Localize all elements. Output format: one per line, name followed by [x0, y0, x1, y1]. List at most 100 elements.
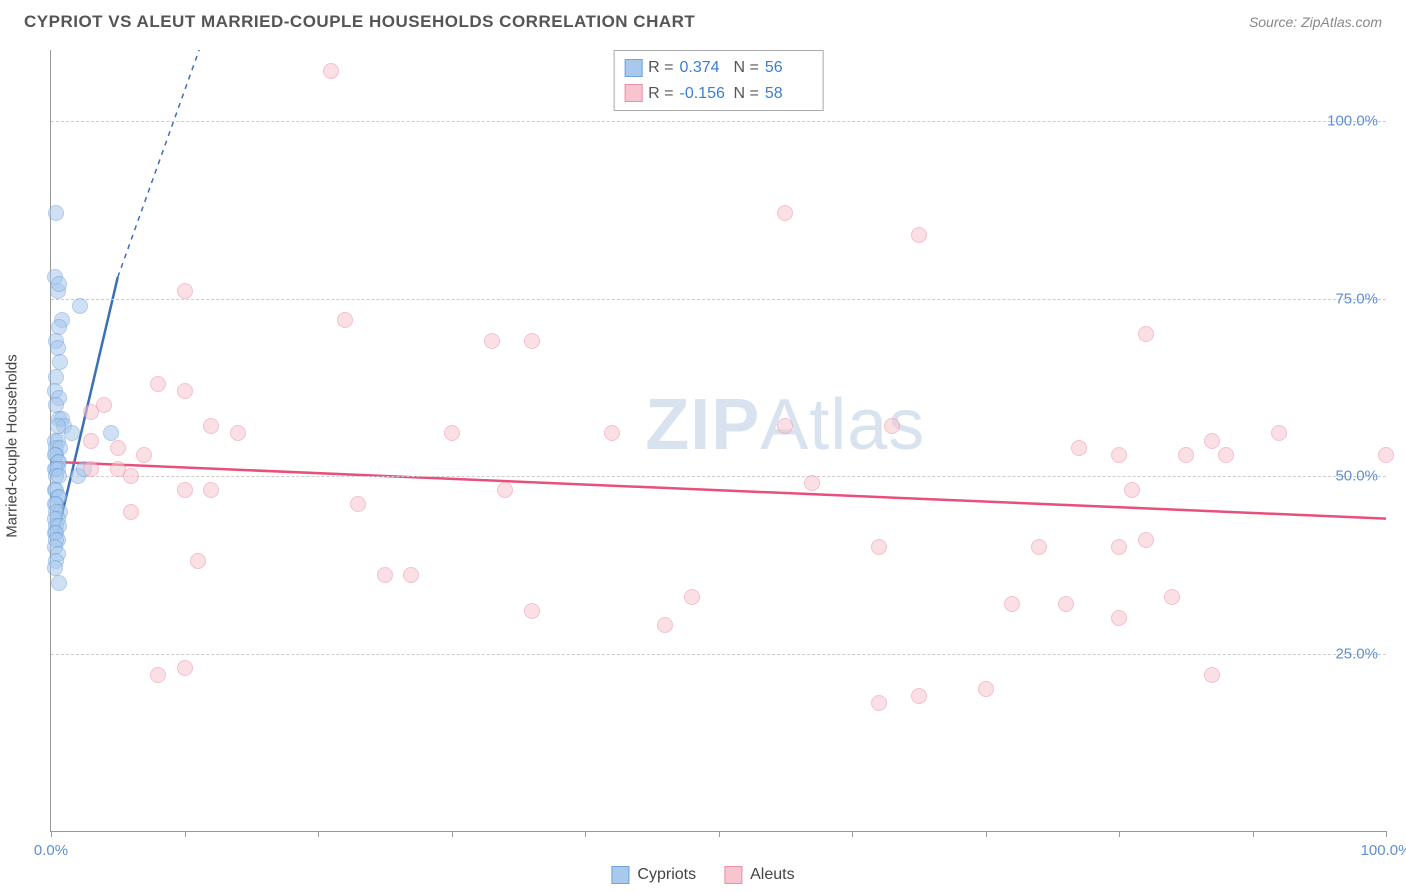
data-point	[1058, 596, 1074, 612]
data-point	[323, 63, 339, 79]
data-point	[203, 418, 219, 434]
r-value: -0.156	[680, 81, 728, 107]
data-point	[177, 283, 193, 299]
data-point	[524, 603, 540, 619]
y-tick-label: 75.0%	[1335, 290, 1378, 307]
x-tick	[318, 831, 319, 837]
data-point	[871, 539, 887, 555]
source-attribution: Source: ZipAtlas.com	[1249, 14, 1382, 30]
data-point	[657, 617, 673, 633]
data-point	[777, 205, 793, 221]
data-point	[777, 418, 793, 434]
data-point	[150, 667, 166, 683]
data-point	[1218, 447, 1234, 463]
n-label: N =	[734, 81, 759, 107]
data-point	[51, 276, 67, 292]
n-value: 58	[765, 81, 813, 107]
series-legend: Cypriots Aleuts	[611, 866, 794, 884]
y-axis-title: Married-couple Households	[4, 354, 21, 537]
data-point	[51, 575, 67, 591]
trend-lines-layer	[51, 50, 1386, 831]
x-tick	[719, 831, 720, 837]
data-point	[1004, 596, 1020, 612]
data-point	[123, 504, 139, 520]
data-point	[1138, 532, 1154, 548]
data-point	[150, 376, 166, 392]
legend-row: R = 0.374N = 56	[624, 55, 813, 81]
r-label: R =	[648, 81, 673, 107]
data-point	[1111, 447, 1127, 463]
data-point	[177, 383, 193, 399]
data-point	[1071, 440, 1087, 456]
data-point	[83, 433, 99, 449]
data-point	[524, 333, 540, 349]
data-point	[1111, 539, 1127, 555]
x-tick-label: 0.0%	[34, 842, 68, 859]
data-point	[884, 418, 900, 434]
x-tick	[1119, 831, 1120, 837]
x-tick	[852, 831, 853, 837]
gridline	[51, 476, 1386, 477]
data-point	[444, 425, 460, 441]
data-point	[136, 447, 152, 463]
data-point	[1271, 425, 1287, 441]
data-point	[497, 482, 513, 498]
data-point	[604, 425, 620, 441]
data-point	[403, 567, 419, 583]
y-tick-label: 50.0%	[1335, 468, 1378, 485]
data-point	[123, 468, 139, 484]
legend-label: Cypriots	[637, 866, 696, 884]
x-tick	[1386, 831, 1387, 837]
x-tick-label: 100.0%	[1361, 842, 1406, 859]
n-value: 56	[765, 55, 813, 81]
data-point	[72, 298, 88, 314]
data-point	[911, 227, 927, 243]
data-point	[804, 475, 820, 491]
x-tick	[585, 831, 586, 837]
chart-title: CYPRIOT VS ALEUT MARRIED-COUPLE HOUSEHOL…	[24, 12, 695, 32]
scatter-chart: ZIPAtlas R = 0.374N = 56R = -0.156N = 58…	[50, 50, 1386, 832]
legend-swatch	[724, 866, 742, 884]
data-point	[1124, 482, 1140, 498]
data-point	[911, 688, 927, 704]
data-point	[1178, 447, 1194, 463]
data-point	[110, 440, 126, 456]
data-point	[1378, 447, 1394, 463]
n-label: N =	[734, 55, 759, 81]
x-tick	[185, 831, 186, 837]
data-point	[83, 404, 99, 420]
x-tick	[51, 831, 52, 837]
data-point	[177, 482, 193, 498]
r-label: R =	[648, 55, 673, 81]
y-tick-label: 25.0%	[1335, 645, 1378, 662]
data-point	[83, 461, 99, 477]
data-point	[1204, 667, 1220, 683]
data-point	[337, 312, 353, 328]
data-point	[350, 496, 366, 512]
data-point	[203, 482, 219, 498]
data-point	[871, 695, 887, 711]
data-point	[377, 567, 393, 583]
data-point	[48, 205, 64, 221]
trend-line	[51, 462, 1386, 519]
data-point	[978, 681, 994, 697]
data-point	[684, 589, 700, 605]
data-point	[1164, 589, 1180, 605]
legend-swatch	[624, 84, 642, 102]
data-point	[484, 333, 500, 349]
legend-label: Aleuts	[750, 866, 794, 884]
data-point	[190, 553, 206, 569]
x-tick	[452, 831, 453, 837]
data-point	[230, 425, 246, 441]
data-point	[1204, 433, 1220, 449]
legend-swatch	[624, 59, 642, 77]
legend-swatch	[611, 866, 629, 884]
trend-line-extension	[118, 50, 225, 277]
data-point	[1111, 610, 1127, 626]
data-point	[177, 660, 193, 676]
x-tick	[1253, 831, 1254, 837]
gridline	[51, 121, 1386, 122]
x-tick	[986, 831, 987, 837]
gridline	[51, 299, 1386, 300]
gridline	[51, 654, 1386, 655]
